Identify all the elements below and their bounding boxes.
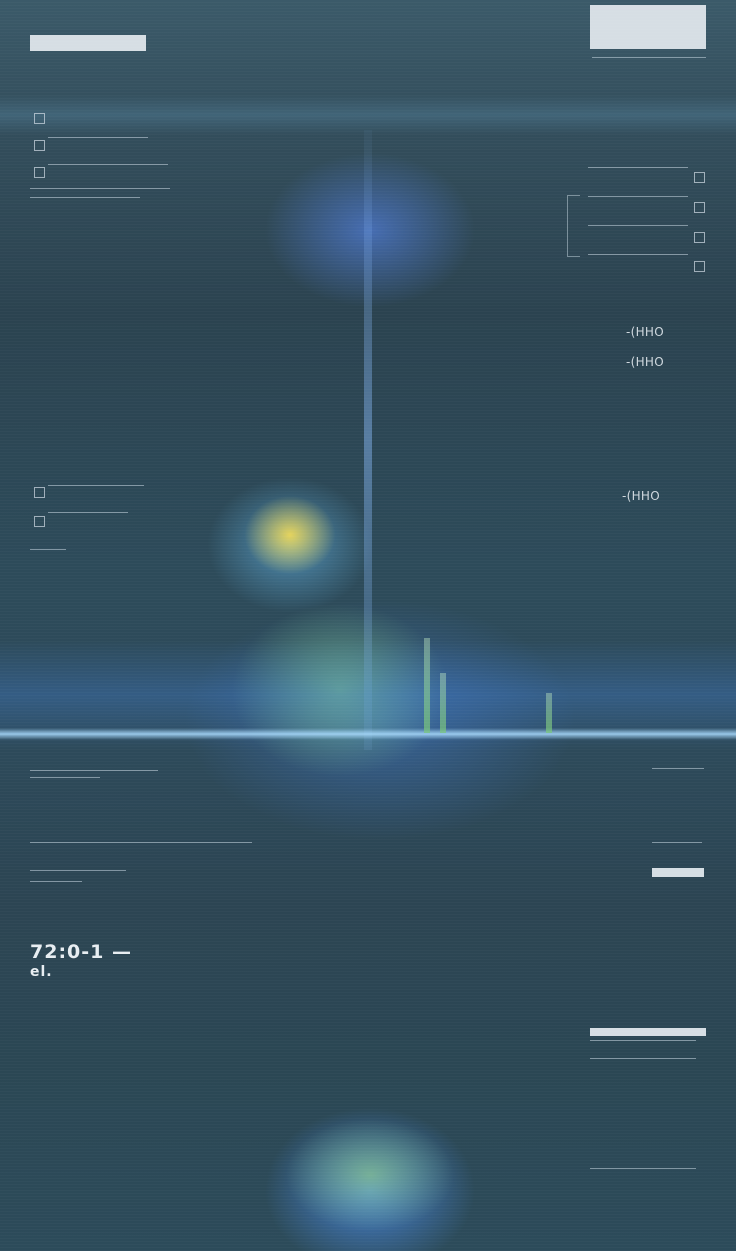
top-scan-band [0, 95, 736, 135]
hud-rule [588, 254, 688, 255]
hud-rule [48, 164, 168, 165]
checkbox-icon[interactable] [34, 516, 45, 527]
right-bracket [567, 195, 580, 257]
hud-rule [30, 842, 252, 843]
square-marker-icon[interactable] [694, 261, 705, 272]
hud-rule [48, 137, 148, 138]
checkbox-icon[interactable] [34, 167, 45, 178]
hud-rule [588, 167, 688, 168]
hud-rule [588, 196, 688, 197]
hud-rule [30, 870, 126, 871]
secondary-readout: el. [30, 964, 53, 980]
hud-rule [30, 881, 82, 882]
top-right-underline [592, 57, 706, 58]
checkbox-icon[interactable] [34, 113, 45, 124]
top-left-label-box [30, 35, 146, 51]
top-right-label-box [590, 5, 706, 49]
horizon-line [0, 728, 736, 740]
level-bar [590, 1028, 706, 1036]
hud-rule [590, 1040, 696, 1041]
hud-rule [652, 768, 704, 769]
hud-rule [30, 197, 140, 198]
primary-readout: 72:0-1 — [30, 941, 132, 963]
hud-rule [48, 485, 144, 486]
tower-silhouette [440, 673, 446, 733]
right-value: -(HHO [626, 325, 665, 339]
square-marker-icon[interactable] [694, 232, 705, 243]
square-marker-icon[interactable] [694, 202, 705, 213]
right-value: -(HHO [622, 489, 661, 503]
hud-rule [588, 225, 688, 226]
checkbox-icon[interactable] [34, 140, 45, 151]
square-marker-icon[interactable] [694, 172, 705, 183]
tower-silhouette [546, 693, 552, 733]
status-badge [652, 868, 704, 877]
hud-rule [590, 1058, 696, 1059]
hud-rule [590, 1168, 696, 1169]
checkbox-icon[interactable] [34, 487, 45, 498]
hud-rule [30, 549, 66, 550]
hud-rule [30, 188, 170, 189]
hud-rule [30, 777, 100, 778]
hud-rule [652, 842, 702, 843]
right-value: -(HHO [626, 355, 665, 369]
tower-silhouette [424, 638, 430, 733]
hud-rule [48, 512, 128, 513]
hud-rule [30, 770, 158, 771]
vertical-beam [364, 130, 372, 750]
